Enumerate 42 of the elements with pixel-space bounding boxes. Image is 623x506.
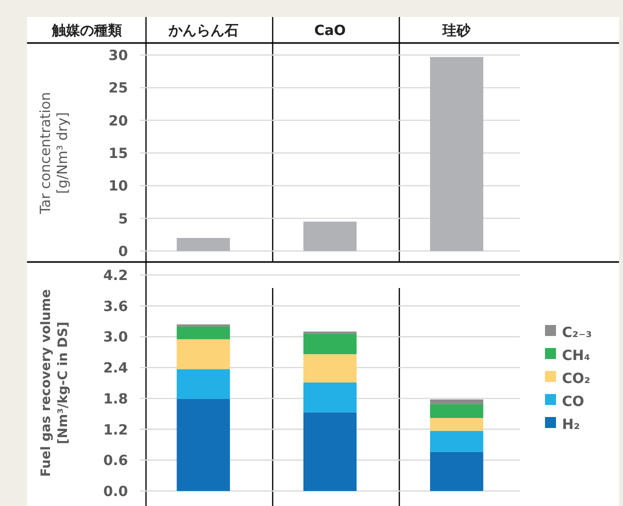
- y-tick-label: 0: [118, 244, 128, 260]
- bar: [303, 354, 357, 382]
- bar: [430, 56, 484, 251]
- bar: [430, 452, 484, 491]
- y-tick-label: 4.2: [103, 268, 128, 284]
- bar: [176, 339, 230, 370]
- bar: [430, 418, 484, 431]
- bar: [430, 404, 484, 418]
- y-tick-label: 0.0: [103, 484, 128, 500]
- y-tick-label: 10: [108, 178, 128, 195]
- x-axis-title: 触媒の種類: [51, 23, 122, 39]
- bar: [430, 430, 484, 452]
- x-tick-label: CaO: [314, 23, 346, 39]
- y-tick-label: 15: [108, 146, 128, 162]
- y-tick-label: 0.6: [103, 453, 128, 470]
- y-axis-title: Tar concentration [g/Nm³ dry]: [38, 92, 71, 215]
- y-tick-label: 20: [108, 113, 128, 130]
- bar: [303, 412, 357, 491]
- legend-label: H₂: [562, 417, 580, 433]
- legend-label: CO₂: [562, 371, 590, 387]
- bar: [176, 238, 230, 251]
- legend-label: CH₄: [562, 348, 590, 364]
- y-axis-title: Fuel gas recovery volume [Nm³/kg-C in DS]: [39, 288, 71, 477]
- bar: [303, 222, 357, 251]
- legend-label: C₂₋₃: [562, 325, 592, 341]
- y-tick-label: 3.0: [103, 330, 128, 346]
- y-tick-label: 1.8: [103, 391, 128, 408]
- y-tick-label: 3.6: [103, 298, 128, 315]
- legend-label: CO: [562, 394, 584, 410]
- bar: [430, 399, 484, 404]
- bar: [303, 334, 357, 354]
- bar: [303, 382, 357, 412]
- y-tick-label: 1.2: [103, 422, 128, 438]
- y-tick-label: 2.4: [103, 360, 128, 377]
- y-tick-label: 5: [118, 211, 128, 228]
- x-tick-label: かんらん石: [167, 23, 238, 39]
- bar: [176, 398, 230, 491]
- x-tick-label: 珪砂: [442, 23, 472, 39]
- y-tick-label: 30: [108, 48, 128, 64]
- bar: [176, 326, 230, 340]
- bar: [176, 369, 230, 399]
- y-tick-label: 25: [108, 80, 128, 97]
